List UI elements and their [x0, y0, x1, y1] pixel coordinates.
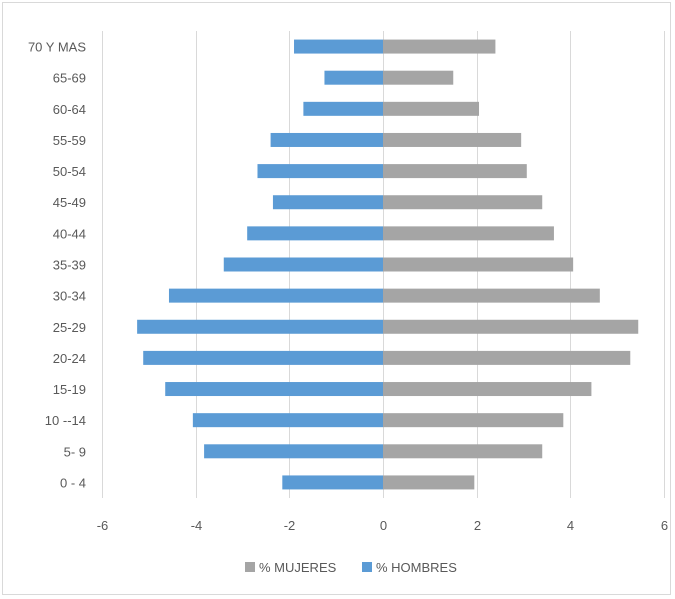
- x-tick-label: 2: [474, 518, 481, 533]
- bar-hombres: [282, 475, 383, 490]
- y-category-label: 25-29: [53, 320, 86, 335]
- bar-hombres: [324, 70, 383, 85]
- bar-mujeres: [383, 257, 574, 272]
- bar-hombres: [165, 382, 383, 397]
- x-tick-label: 4: [567, 518, 574, 533]
- y-category-label: 5- 9: [64, 444, 86, 459]
- bar-hombres: [192, 413, 383, 428]
- bar-hombres: [257, 164, 383, 179]
- bar-mujeres: [383, 195, 543, 210]
- y-category-label: 0 - 4: [60, 475, 86, 490]
- bar-mujeres: [383, 319, 639, 334]
- y-category-label: 65-69: [53, 71, 86, 86]
- legend-label: % MUJERES: [259, 560, 337, 575]
- bar-mujeres: [383, 39, 496, 54]
- y-category-label: 70 Y MAS: [28, 40, 86, 55]
- bar-hombres: [143, 350, 383, 365]
- bar-hombres: [137, 319, 383, 334]
- bar-hombres: [247, 226, 383, 241]
- legend-swatch: [362, 562, 372, 572]
- bar-mujeres: [383, 101, 480, 116]
- bar-hombres: [204, 444, 383, 459]
- x-tick-label: 6: [661, 518, 668, 533]
- bar-mujeres: [383, 475, 475, 490]
- bar-hombres: [168, 288, 383, 303]
- bar-mujeres: [383, 350, 631, 365]
- bar-mujeres: [383, 444, 543, 459]
- x-tick-label: 0: [380, 518, 387, 533]
- bar-hombres: [303, 101, 383, 116]
- y-category-label: 30-34: [53, 289, 86, 304]
- bar-mujeres: [383, 413, 564, 428]
- y-category-label: 15-19: [53, 382, 86, 397]
- bar-mujeres: [383, 288, 600, 303]
- legend-swatch: [245, 562, 255, 572]
- bar-hombres: [294, 39, 383, 54]
- y-category-label: 10 --14: [45, 413, 86, 428]
- y-category-label: 20-24: [53, 351, 86, 366]
- y-category-label: 45-49: [53, 195, 86, 210]
- x-tick-label: -4: [191, 518, 203, 533]
- y-category-label: 35-39: [53, 258, 86, 273]
- y-category-label: 55-59: [53, 133, 86, 148]
- bar-mujeres: [383, 382, 592, 397]
- bar-mujeres: [383, 226, 554, 241]
- bar-mujeres: [383, 70, 454, 85]
- bar-mujeres: [383, 164, 527, 179]
- y-category-label: 40-44: [53, 226, 86, 241]
- bar-hombres: [223, 257, 383, 272]
- x-tick-label: -2: [284, 518, 296, 533]
- x-tick-label: -6: [97, 518, 109, 533]
- legend-label: % HOMBRES: [376, 560, 457, 575]
- y-category-label: 50-54: [53, 164, 86, 179]
- bar-mujeres: [383, 132, 522, 147]
- bar-hombres: [270, 132, 383, 147]
- y-category-label: 60-64: [53, 102, 86, 117]
- bar-hombres: [272, 195, 383, 210]
